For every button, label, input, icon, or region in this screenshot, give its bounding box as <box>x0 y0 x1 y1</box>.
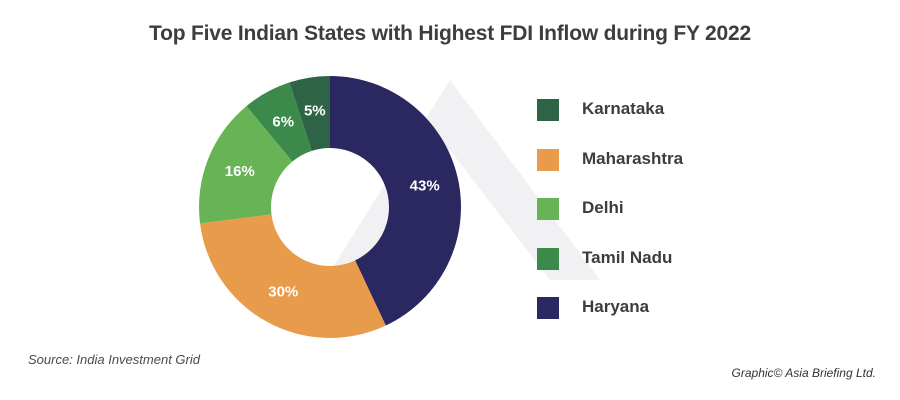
legend-swatch <box>537 297 559 319</box>
legend-item-delhi: Delhi <box>537 196 777 220</box>
legend-item-tamil-nadu: Tamil Nadu <box>537 246 777 270</box>
chart-legend: Karnataka Maharashtra Delhi Tamil Nadu H… <box>537 97 777 345</box>
donut-slice-haryana <box>289 76 330 151</box>
slice-label-tamil-nadu: 6% <box>272 113 294 130</box>
slice-label-karnataka: 43% <box>410 177 440 194</box>
slice-label-haryana: 5% <box>304 103 326 120</box>
donut-slice-delhi <box>199 106 293 224</box>
legend-swatch <box>537 247 559 270</box>
legend-swatch <box>537 148 559 171</box>
legend-label: Tamil Nadu <box>582 247 673 267</box>
donut-slice-karnataka <box>330 76 461 326</box>
legend-label: Maharashtra <box>582 148 684 168</box>
donut-slice-maharashtra <box>200 214 386 338</box>
legend-item-maharashtra: Maharashtra <box>537 147 777 171</box>
legend-item-karnataka: Karnataka <box>537 97 777 121</box>
chart-title: Top Five Indian States with Highest FDI … <box>149 22 751 45</box>
donut-slice-labels: 43% 30% 16% 6% 5% <box>225 103 440 301</box>
slice-label-maharashtra: 30% <box>268 284 298 301</box>
donut-slices <box>199 76 461 338</box>
source-note: Source: India Investment Grid <box>28 352 200 367</box>
legend-label: Karnataka <box>582 99 665 118</box>
legend-item-haryana: Haryana <box>537 295 777 319</box>
donut-chart: 43% 30% 16% 6% 5% <box>199 76 461 338</box>
legend-swatch <box>537 99 559 121</box>
legend-label: Delhi <box>582 198 624 217</box>
legend-swatch <box>537 198 559 220</box>
donut-slice-tamil-nadu <box>246 82 312 162</box>
graphic-credit: Graphic© Asia Briefing Ltd. <box>731 366 876 380</box>
slice-label-delhi: 16% <box>225 163 255 180</box>
legend-label: Haryana <box>582 297 650 316</box>
